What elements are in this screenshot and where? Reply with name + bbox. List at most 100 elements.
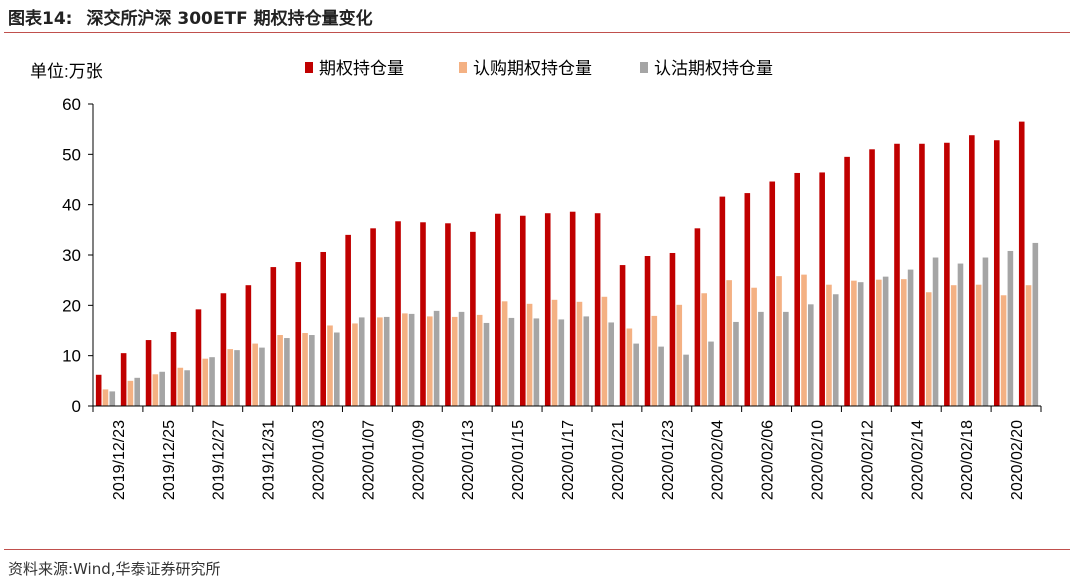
bar-s3-2020/02/13: [882, 276, 889, 406]
figure-title-text: 深交所沪深 300ETF 期权持仓量变化: [86, 9, 373, 29]
bottom-divider: [4, 549, 1070, 550]
bar-s2-2020/02/06: [751, 287, 757, 406]
bar-s2-2020/02/17: [925, 292, 932, 406]
bar-s3-2020/02/21: [1032, 242, 1039, 406]
bar-s3-2020/01/02: [284, 338, 290, 406]
bar-s1-2020/02/06: [744, 193, 751, 406]
bar-s2-2020/02/14: [900, 279, 907, 406]
bar-s3-2020/01/13: [458, 311, 465, 406]
legend-label-3: 认沽期权持仓量: [654, 59, 773, 78]
bar-s1-2020/02/14: [894, 143, 900, 406]
bar-s3-2020/01/09: [408, 313, 415, 406]
bar-s2-2020/01/15: [501, 301, 508, 406]
x-tick-label: 2020/01/07: [360, 420, 377, 500]
bar-s2-2020/01/02: [277, 335, 283, 406]
bar-s2-2020/01/14: [476, 314, 483, 406]
bar-s2-2020/01/08: [377, 317, 383, 406]
bar-s1-2020/01/22: [619, 265, 626, 406]
bar-s3-2020/02/14: [907, 269, 914, 406]
bar-s2-2020/02/11: [826, 284, 832, 406]
bar-s1-2019/12/26: [170, 332, 177, 406]
x-tick-label: 2019/12/25: [161, 420, 178, 500]
x-tick-label: 2020/01/21: [610, 420, 627, 500]
bar-s3-2020/02/07: [783, 311, 789, 406]
y-tick-label: 60: [62, 95, 81, 114]
bar-s1-2020/01/14: [470, 231, 476, 406]
bar-s2-2019/12/23: [102, 389, 109, 406]
bar-s3-2020/01/17: [558, 319, 565, 406]
y-axis: 0 10 20 30 40 50 60: [62, 95, 94, 416]
x-axis: 2019/12/23 2019/12/25 2019/12/27 2019/12/31…: [92, 405, 1042, 500]
x-tick-label: 2020/01/17: [560, 420, 577, 500]
bar-s2-2020/02/13: [876, 279, 882, 406]
bar-s2-2020/02/21: [1025, 285, 1032, 406]
legend: 期权持仓量 认购期权持仓量 认沽期权持仓量: [305, 59, 773, 78]
bar-s2-2020/01/17: [551, 299, 558, 406]
bar-s3-2020/02/18: [957, 263, 964, 406]
bar-s2-2020/01/22: [626, 328, 633, 406]
bar-s3-2020/02/03: [683, 354, 689, 406]
bar-s3-2020/02/05: [733, 321, 739, 406]
bar-s1-2020/01/23: [644, 256, 651, 406]
bar-s2-2019/12/30: [227, 349, 234, 406]
bar-s1-2020/01/20: [569, 211, 576, 406]
x-tick-label: 2019/12/31: [261, 420, 278, 500]
bar-s1-2020/01/02: [270, 267, 277, 406]
x-tick-label: 2020/02/18: [959, 420, 976, 500]
x-tick-label: 2020/02/20: [1009, 420, 1026, 500]
bar-s2-2020/02/05: [726, 280, 732, 406]
bar-s2-2020/01/23: [651, 315, 658, 406]
bar-s1-2020/01/10: [420, 222, 426, 406]
bar-s3-2020/01/21: [608, 322, 615, 406]
y-tick-label: 10: [62, 347, 81, 366]
bar-s1-2020/02/21: [1018, 121, 1025, 407]
bar-s2-2019/12/27: [202, 358, 209, 406]
x-tick-label: 2019/12/27: [211, 420, 228, 500]
bar-s3-2019/12/23: [109, 391, 116, 406]
bar-s3-2020/01/16: [533, 318, 540, 406]
y-tick-label: 50: [62, 145, 81, 164]
bar-s2-2020/02/19: [975, 284, 982, 406]
bar-s2-2020/02/12: [851, 280, 857, 406]
bar-s1-2020/01/21: [594, 213, 601, 406]
bar-s2-2020/01/09: [402, 313, 408, 406]
legend-label-1: 期权持仓量: [319, 59, 404, 78]
y-tick-label: 20: [62, 296, 81, 315]
bar-s3-2020/01/15: [508, 317, 515, 406]
bars: [95, 121, 1039, 407]
bar-s1-2020/02/19: [969, 135, 975, 406]
bar-s2-2020/02/20: [1000, 295, 1007, 406]
bar-s1-2019/12/27: [195, 309, 202, 406]
bar-s1-2019/12/31: [245, 285, 252, 406]
bar-s1-2020/02/18: [944, 142, 950, 406]
source-note: 资料来源:Wind,华泰证券研究所: [8, 560, 221, 578]
bar-s1-2020/01/06: [320, 251, 326, 406]
legend-label-2: 认购期权持仓量: [473, 59, 592, 78]
x-tick-label: 2020/02/12: [859, 420, 876, 500]
bar-s1-2019/12/25: [145, 340, 152, 406]
bar-s3-2020/01/22: [633, 343, 639, 406]
bar-s3-2020/02/06: [758, 311, 764, 406]
y-tick-label: 40: [62, 196, 81, 215]
x-tick-label: 2020/02/10: [810, 420, 827, 500]
bar-s1-2020/01/07: [345, 234, 351, 406]
bar-s1-2020/01/16: [519, 215, 526, 406]
unit-label: 单位:万张: [30, 62, 103, 81]
bar-s1-2020/02/13: [869, 149, 875, 407]
bar-s2-2020/02/18: [950, 285, 957, 406]
bar-s1-2020/02/20: [993, 140, 1000, 407]
bar-s2-2020/01/10: [426, 316, 433, 406]
bar-s3-2019/12/31: [259, 347, 265, 406]
bar-s3-2019/12/24: [134, 377, 141, 406]
bar-s1-2020/02/04: [694, 228, 701, 406]
bar-s1-2020/02/17: [919, 143, 925, 406]
bar-s3-2019/12/30: [234, 350, 240, 406]
bar-s2-2020/02/07: [776, 276, 782, 406]
bar-s3-2020/02/20: [1007, 250, 1014, 406]
bar-s3-2020/02/19: [982, 257, 989, 406]
bar-s2-2020/01/13: [451, 316, 458, 406]
bar-s1-2019/12/30: [220, 293, 227, 406]
bar-s1-2020/02/12: [844, 156, 850, 406]
y-tick-label: 30: [62, 246, 81, 265]
